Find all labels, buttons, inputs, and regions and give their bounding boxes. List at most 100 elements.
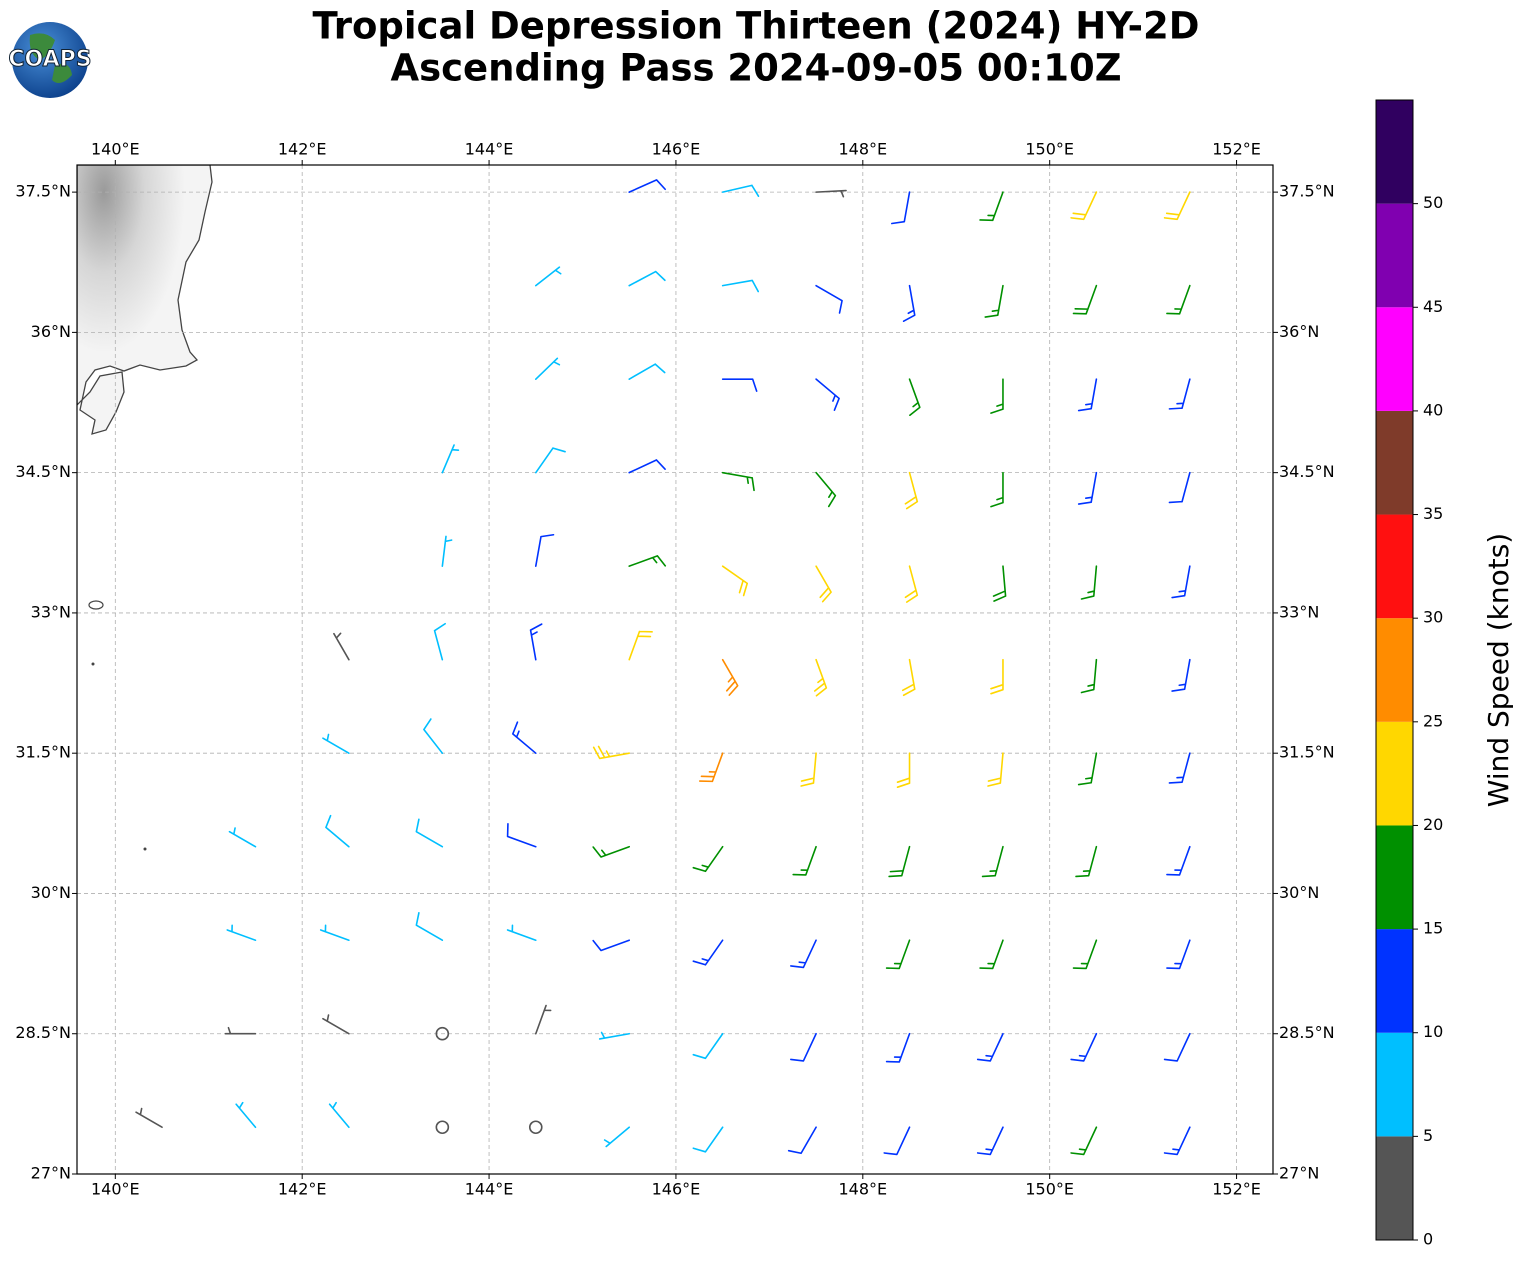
colorbar-tick-label: 30 bbox=[1423, 608, 1443, 627]
x-tick-label: 148°E bbox=[838, 1180, 887, 1199]
x-tick-label: 146°E bbox=[652, 1180, 701, 1199]
colorbar-segment bbox=[1376, 825, 1413, 930]
wind-barb bbox=[235, 1101, 257, 1129]
wind-barb bbox=[902, 284, 916, 322]
wind-barb bbox=[224, 1026, 257, 1035]
colorbar-tick-label: 35 bbox=[1423, 504, 1443, 523]
colorbar-segment bbox=[1376, 514, 1413, 619]
wind-barb bbox=[790, 939, 817, 969]
grid bbox=[77, 165, 1273, 1175]
wind-barb bbox=[628, 363, 666, 380]
island bbox=[91, 662, 95, 666]
wind-barb bbox=[1070, 1126, 1098, 1156]
wind-barb bbox=[981, 845, 1004, 878]
y-tick-label: 27°N bbox=[1279, 1164, 1319, 1183]
wind-barb bbox=[721, 471, 755, 492]
wind-barb bbox=[990, 378, 1004, 414]
y-tick-label: 28.5°N bbox=[15, 1023, 71, 1042]
wind-barb bbox=[322, 1014, 350, 1035]
island bbox=[88, 600, 104, 610]
wind-barb bbox=[628, 270, 666, 287]
wind-barb bbox=[815, 565, 832, 603]
wind-barb bbox=[908, 378, 921, 416]
wind-barb bbox=[813, 658, 828, 697]
axes: 140°E 140°E 142°E 142°E 144°E 144°E 146°E 146°E… bbox=[15, 140, 1334, 1199]
wind-barb bbox=[984, 284, 1004, 318]
wind-barb bbox=[506, 924, 537, 942]
x-tick-label: 146°E bbox=[652, 140, 701, 159]
y-tick-label: 36°N bbox=[1279, 322, 1319, 341]
y-tick-label: 37.5°N bbox=[1279, 182, 1335, 201]
wind-barb bbox=[592, 745, 631, 760]
wind-barb bbox=[787, 1126, 817, 1155]
calm-barb bbox=[528, 1120, 543, 1135]
wind-barb bbox=[891, 191, 911, 225]
wind-barb bbox=[721, 184, 760, 197]
x-tick-label: 140°E bbox=[91, 1180, 140, 1199]
wind-barb bbox=[423, 718, 444, 754]
wind-barb bbox=[1166, 284, 1191, 315]
x-tick-label: 150°E bbox=[1025, 140, 1074, 159]
wind-barb bbox=[1070, 191, 1098, 221]
wind-barb bbox=[592, 845, 631, 858]
wind-barb bbox=[322, 733, 350, 754]
wind-barb bbox=[506, 823, 537, 848]
x-tick-label: 142°E bbox=[278, 140, 327, 159]
y-tick-label: 33°N bbox=[1279, 602, 1319, 621]
x-tick-label: 148°E bbox=[838, 140, 887, 159]
y-tick-label: 36°N bbox=[31, 322, 71, 341]
wind-barb bbox=[319, 924, 350, 942]
wind-barb bbox=[990, 658, 1004, 695]
wind-barb bbox=[228, 827, 257, 848]
wind-barb bbox=[1163, 1126, 1191, 1156]
colorbar-segment bbox=[1376, 410, 1413, 515]
wind-barb bbox=[888, 845, 911, 878]
colorbar-label: Wind Speed (knots) bbox=[1482, 533, 1513, 807]
y-tick-label: 31.5°N bbox=[15, 743, 71, 762]
colorbar-segment bbox=[1376, 307, 1413, 411]
wind-barbs bbox=[135, 179, 1191, 1156]
colorbar-segment bbox=[1376, 618, 1413, 722]
wind-barb bbox=[790, 1032, 817, 1062]
logo: COAPS bbox=[8, 22, 92, 98]
colorbar-tick-label: 5 bbox=[1423, 1126, 1433, 1145]
x-tick-label: 152°E bbox=[1212, 1180, 1261, 1199]
wind-barb bbox=[692, 939, 724, 966]
colorbar-segment bbox=[1376, 203, 1413, 308]
x-tick-label: 144°E bbox=[465, 140, 514, 159]
wind-barb bbox=[226, 924, 257, 942]
x-tick-label: 140°E bbox=[91, 140, 140, 159]
wind-barb bbox=[692, 845, 724, 873]
wind-barb bbox=[628, 179, 666, 193]
calm-barb bbox=[435, 1120, 450, 1135]
colorbar-frame bbox=[1375, 99, 1414, 1241]
wind-barb bbox=[135, 1107, 163, 1129]
colorbar-tick-label: 20 bbox=[1423, 815, 1443, 834]
wind-barb bbox=[721, 279, 760, 293]
y-tick-label: 34.5°N bbox=[1279, 462, 1335, 481]
wind-barb bbox=[534, 266, 562, 287]
colorbar-tick-label: 0 bbox=[1423, 1230, 1433, 1249]
wind-barb bbox=[628, 630, 653, 661]
wind-barb bbox=[692, 1032, 724, 1060]
wind-barb bbox=[721, 378, 758, 392]
y-tick-label: 30°N bbox=[31, 883, 71, 902]
wind-barb bbox=[896, 752, 911, 788]
wind-barb bbox=[1072, 284, 1098, 315]
wind-barb bbox=[979, 939, 1004, 970]
colorbar: 0 5 10 15 20 25 30 35 40 45 50 bbox=[1375, 99, 1443, 1249]
wind-barb bbox=[1080, 658, 1098, 694]
wind-barb bbox=[511, 721, 537, 754]
wind-barb bbox=[885, 939, 911, 970]
wind-barb bbox=[904, 565, 919, 603]
colorbar-tick-label: 40 bbox=[1423, 400, 1443, 419]
y-tick-label: 28.5°N bbox=[1279, 1023, 1335, 1042]
wind-barb bbox=[592, 939, 631, 952]
wind-barb bbox=[603, 1126, 631, 1148]
wind-barb bbox=[1072, 939, 1098, 970]
wind-barb bbox=[901, 658, 916, 697]
colorbar-tick-label: 10 bbox=[1423, 1022, 1443, 1041]
wind-barb bbox=[441, 444, 460, 474]
wind-barb bbox=[1075, 845, 1098, 878]
